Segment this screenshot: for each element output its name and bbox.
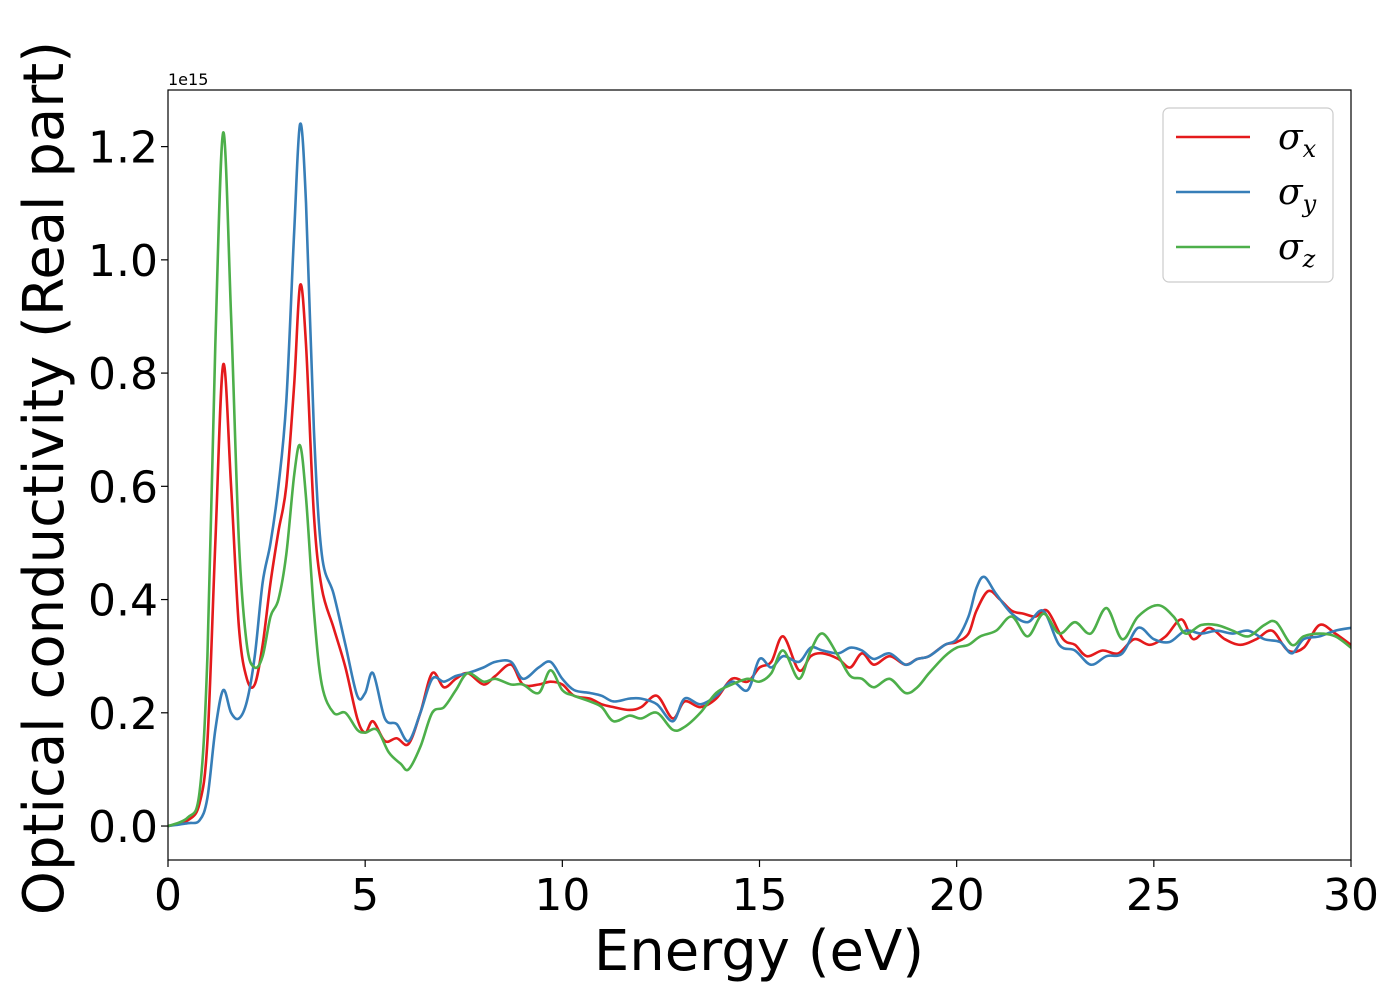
legend-box (1162, 107, 1334, 283)
y-tick-label: 1.2 (88, 123, 158, 174)
y-tick-label: 0.0 (88, 802, 158, 853)
y-offset-text: 1e15 (168, 70, 208, 89)
x-tick-label: 0 (154, 870, 182, 921)
y-axis-label: Optical conductivity (Real part) (12, 41, 77, 915)
x-tick-label: 30 (1323, 870, 1379, 921)
x-tick-label: 15 (732, 870, 788, 921)
plot-series-group (168, 122, 1351, 828)
series-line-sigma-z (168, 131, 1351, 828)
legend-label-sigma-z: σz (1278, 227, 1316, 273)
y-tick-label: 0.8 (88, 349, 158, 400)
x-tick-label: 5 (351, 870, 379, 921)
x-tick-label: 10 (534, 870, 590, 921)
legend: σx σy σz (1162, 107, 1334, 283)
legend-label-sigma-x: σx (1278, 117, 1317, 163)
x-axis-ticks: 0 5 10 15 20 25 30 (154, 860, 1379, 921)
y-axis-ticks: 0.0 0.2 0.4 0.6 0.8 1.0 1.2 (88, 123, 168, 853)
x-axis-label: Energy (eV) (594, 919, 924, 984)
y-tick-label: 1.0 (88, 236, 158, 287)
x-tick-label: 25 (1126, 870, 1182, 921)
y-tick-label: 0.6 (88, 462, 158, 513)
y-tick-label: 0.4 (88, 576, 158, 627)
y-tick-label: 0.2 (88, 689, 158, 740)
series-line-sigma-y (168, 122, 1351, 828)
series-line-sigma-x (168, 283, 1351, 828)
x-tick-label: 20 (929, 870, 985, 921)
legend-label-sigma-y: σy (1278, 172, 1317, 218)
